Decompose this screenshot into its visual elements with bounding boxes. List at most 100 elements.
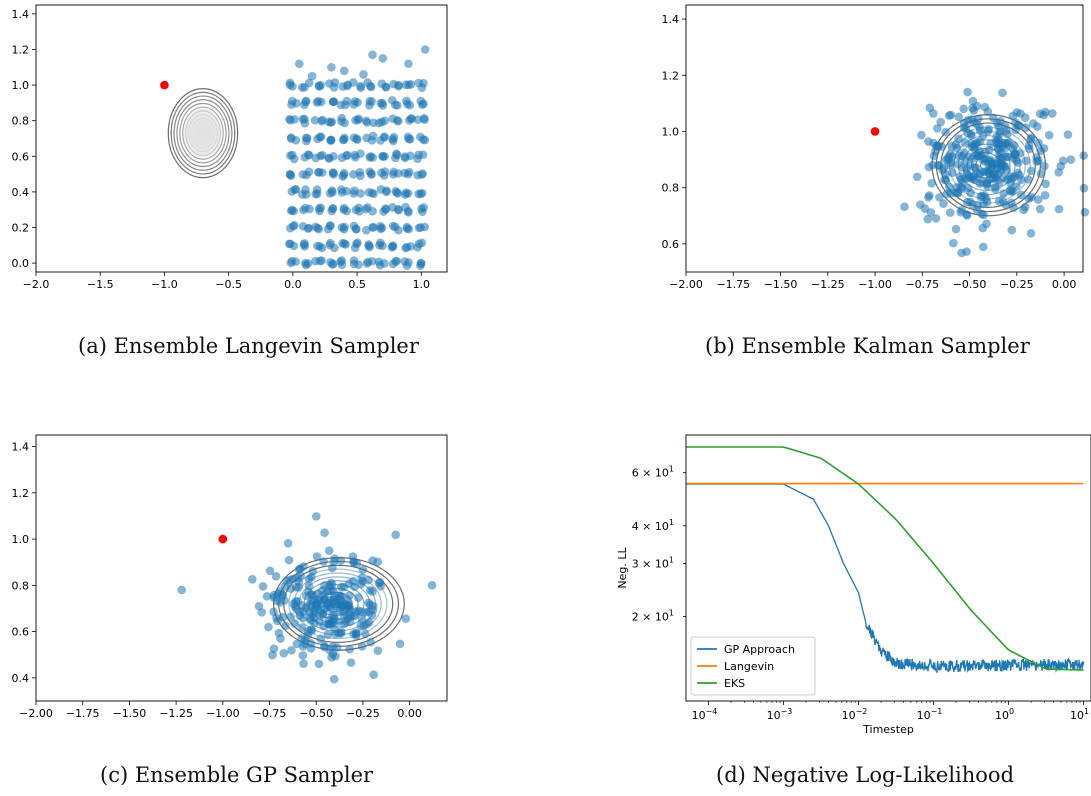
- ensemble-point: [947, 168, 957, 177]
- ensemble-point: [337, 153, 347, 163]
- ensemble-point: [316, 132, 326, 142]
- ensemble-point: [965, 197, 975, 207]
- ensemble-point: [1040, 161, 1049, 171]
- contour-line: [167, 88, 239, 179]
- ensemble-point: [306, 613, 315, 623]
- ensemble-point: [378, 152, 387, 161]
- ensemble-point: [297, 623, 307, 632]
- ensemble-point: [314, 659, 324, 669]
- ensemble-point: [287, 150, 297, 160]
- ensemble-point: [349, 170, 358, 179]
- ensemble-point: [1021, 123, 1031, 132]
- ensemble-point: [900, 202, 909, 212]
- axes-frame: [35, 4, 448, 273]
- ensemble-point: [403, 206, 413, 216]
- ensemble-point: [954, 134, 963, 143]
- ensemble-point: [417, 170, 426, 179]
- ensemble-point: [357, 642, 367, 651]
- ensemble-point: [327, 653, 336, 662]
- ensemble-point: [945, 208, 955, 217]
- ensemble-point: [1040, 190, 1050, 200]
- ensemble-point: [391, 100, 400, 110]
- ensemble-point: [1063, 130, 1073, 139]
- panel-a-chart: −2.0 −1.5 −1.0 −0.5 0.0 0.5 1.0 0.0 0.2 0.4 0.6 0.8…: [12, 4, 448, 291]
- ensemble-point: [961, 174, 971, 184]
- ensemble-point: [983, 107, 993, 117]
- y-tick-label: 1.0: [12, 79, 30, 92]
- ensemble-point: [924, 137, 933, 146]
- ensemble-point: [287, 256, 297, 266]
- y-tick-label: 1.4: [12, 8, 30, 21]
- ensemble-point: [354, 593, 363, 602]
- ensemble-point: [392, 149, 401, 159]
- ensemble-point: [978, 242, 988, 252]
- ensemble-point: [945, 182, 954, 192]
- ensemble-point: [1079, 151, 1089, 160]
- ensemble-point: [346, 658, 356, 667]
- ensemble-point: [1041, 107, 1050, 117]
- ensemble-point: [304, 78, 314, 88]
- ensemble-point: [999, 189, 1008, 199]
- y-tick-label: 0.4: [12, 672, 30, 685]
- ensemble-point: [356, 149, 365, 158]
- ensemble-point: [965, 152, 974, 161]
- ensemble-point: [388, 114, 397, 124]
- ensemble-point: [1036, 169, 1046, 179]
- axes-frame: [685, 4, 1084, 273]
- ensemble-point: [310, 115, 320, 125]
- ensemble-point: [1080, 207, 1090, 217]
- ensemble-point: [970, 175, 979, 185]
- x-tick-label: −0.50: [299, 707, 333, 720]
- ensemble-point: [951, 224, 961, 234]
- ensemble-point: [379, 133, 389, 142]
- ensemble-point: [949, 238, 958, 248]
- ensemble-point: [404, 134, 414, 144]
- ensemble-point: [368, 223, 378, 232]
- ensemble-point: [323, 599, 333, 609]
- ensemble-point: [972, 101, 982, 111]
- ensemble-point: [388, 242, 398, 251]
- ensemble-point: [254, 601, 264, 611]
- ensemble-point: [979, 167, 988, 177]
- ensemble-point: [299, 607, 308, 616]
- ensemble-point: [286, 133, 296, 142]
- ensemble-point: [394, 81, 403, 91]
- ensemble-point: [994, 140, 1003, 149]
- ensemble-point: [365, 242, 375, 252]
- x-tick-label: −1.25: [811, 278, 845, 291]
- ensemble-point: [301, 133, 311, 143]
- ensemble-point: [1047, 109, 1057, 118]
- ensemble-point: [957, 248, 966, 258]
- ensemble-point: [382, 186, 391, 195]
- ensemble-point: [314, 168, 324, 177]
- x-tick-label: −1.25: [159, 707, 193, 720]
- ensemble-point: [312, 98, 322, 107]
- ensemble-point: [995, 178, 1004, 187]
- ensemble-point: [1079, 183, 1089, 193]
- ensemble-point: [414, 150, 423, 160]
- ensemble-point: [958, 163, 967, 172]
- x-tick-label: −1.50: [113, 707, 147, 720]
- ensemble-point: [258, 582, 268, 591]
- ensemble-point: [365, 97, 374, 106]
- ensemble-point: [287, 205, 297, 215]
- ensemble-point: [305, 204, 314, 214]
- ensemble-point: [971, 163, 981, 173]
- ensemble-point: [374, 118, 384, 128]
- ensemble-point: [320, 641, 329, 651]
- ensemble-point: [310, 606, 320, 616]
- ensemble-point: [315, 256, 325, 266]
- ensemble-point: [299, 659, 308, 669]
- x-tick-label: 0.00: [1052, 278, 1077, 291]
- ensemble-point: [390, 222, 400, 232]
- ensemble-point: [350, 582, 359, 592]
- ensemble-point: [304, 150, 314, 160]
- ensemble-point: [356, 81, 365, 91]
- ensemble-point: [367, 170, 376, 179]
- ensemble-point: [928, 109, 938, 118]
- ensemble-point: [427, 581, 437, 590]
- ensemble-point: [381, 204, 391, 213]
- legend-label: Langevin: [724, 660, 774, 673]
- contour-line: [170, 91, 236, 175]
- ensemble-point: [417, 83, 427, 92]
